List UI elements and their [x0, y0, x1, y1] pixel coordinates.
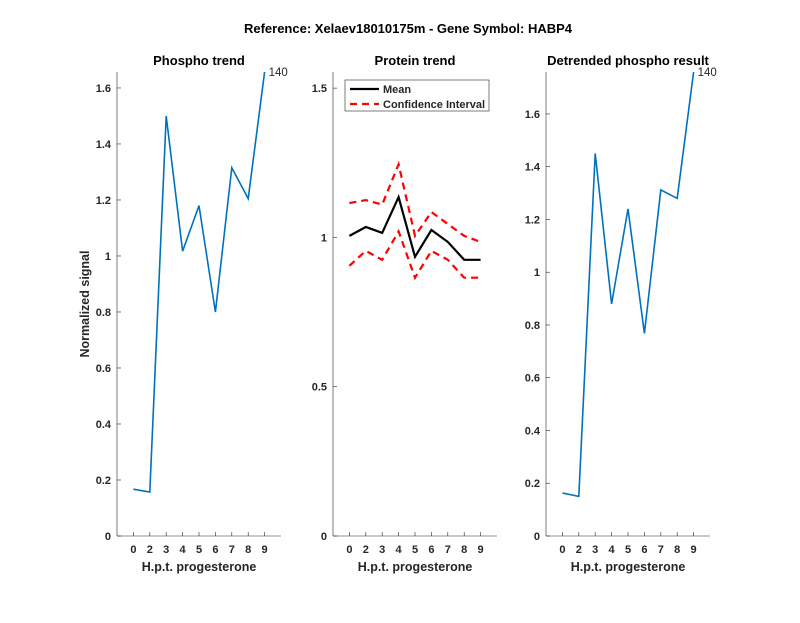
y-tick-label: 0 — [534, 531, 540, 543]
y-tick-label: 1.4 — [525, 162, 541, 174]
x-tick-label: 4 — [180, 544, 187, 556]
x-tick-label: 3 — [592, 544, 598, 556]
y-tick-label: 1.4 — [96, 139, 112, 151]
y-tick-label: 1.6 — [96, 83, 111, 95]
panel-3: 00.20.40.60.811.21.41.60 2 3 4 5 6 7 8 9Detrende… — [525, 53, 717, 574]
y-tick-label: 0.6 — [525, 373, 540, 385]
x-tick-label: 9 — [691, 544, 697, 556]
y-tick-label: 0.8 — [96, 307, 111, 319]
y-tick-label: 0.4 — [525, 425, 541, 437]
x-tick-label: 4 — [396, 544, 403, 556]
y-tick-label: 0 — [321, 531, 327, 543]
x-tick-label: 2 — [363, 544, 369, 556]
series-line-confidence-interval-lower — [348, 228, 481, 281]
x-tick-label: 8 — [461, 544, 467, 556]
x-tick-label: 8 — [674, 544, 680, 556]
x-tick-label: 5 — [412, 544, 418, 556]
x-tick-label: 9 — [478, 544, 484, 556]
x-tick-label: 7 — [229, 544, 235, 556]
x-axis-label: H.p.t. progesterone — [571, 560, 686, 574]
series-line-detrended — [562, 71, 695, 498]
x-tick-label: 2 — [576, 544, 582, 556]
y-tick-label: 0.8 — [525, 320, 540, 332]
x-tick-label: 3 — [163, 544, 169, 556]
legend-box — [344, 79, 490, 112]
x-tick-label: 0 — [346, 544, 352, 556]
legend-label: Confidence Interval — [383, 99, 485, 111]
y-tick-label: 0 — [105, 531, 111, 543]
x-tick-label: 7 — [445, 544, 451, 556]
y-tick-label: 0.2 — [525, 478, 540, 490]
x-axis-label: H.p.t. progesterone — [142, 560, 257, 574]
x-tick-label: 7 — [658, 544, 664, 556]
y-tick-label: 1.2 — [96, 195, 111, 207]
y-tick-label: 1.5 — [312, 83, 327, 95]
x-tick-label: 9 — [262, 544, 268, 556]
data-annotation: 140 — [269, 67, 288, 79]
legend-label: Mean — [383, 84, 411, 96]
y-tick-label: 1 — [105, 251, 111, 263]
x-tick-label: 6 — [212, 544, 218, 556]
chart-title: Detrended phospho result — [547, 53, 709, 68]
x-tick-label: 5 — [196, 544, 202, 556]
y-axis-label: Normalized signal — [78, 251, 92, 358]
x-tick-label: 2 — [147, 544, 153, 556]
data-annotation: 140 — [698, 67, 717, 79]
chart-title: Protein trend — [375, 53, 456, 68]
x-tick-label: 8 — [245, 544, 251, 556]
figure-title: Reference: Xelaev18010175m - Gene Symbol… — [244, 21, 573, 36]
x-tick-label: 6 — [428, 544, 434, 556]
series-line-confidence-interval-upper — [349, 160, 481, 243]
x-tick-label: 0 — [559, 544, 565, 556]
series-line-phospho — [133, 71, 266, 493]
x-tick-label: 5 — [625, 544, 631, 556]
y-tick-label: 0.4 — [96, 419, 112, 431]
y-tick-label: 1 — [534, 267, 540, 279]
y-tick-label: 1 — [321, 232, 327, 244]
x-tick-label: 4 — [609, 544, 616, 556]
y-tick-label: 1.2 — [525, 214, 540, 226]
y-tick-label: 0.2 — [96, 475, 111, 487]
x-tick-label: 0 — [130, 544, 136, 556]
x-axis-label: H.p.t. progesterone — [358, 560, 473, 574]
legend: Mean Confidence Interval — [344, 79, 490, 112]
x-tick-label: 3 — [379, 544, 385, 556]
series-line-mean — [348, 193, 481, 261]
panel-1: 00.20.40.60.811.21.41.60 2 3 4 5 6 7 8 9Phospho … — [78, 53, 288, 574]
y-tick-label: 0.6 — [96, 363, 111, 375]
x-tick-label: 6 — [641, 544, 647, 556]
y-tick-label: 0.5 — [312, 382, 327, 394]
y-tick-label: 1.6 — [525, 109, 540, 121]
chart-title: Phospho trend — [153, 53, 245, 68]
